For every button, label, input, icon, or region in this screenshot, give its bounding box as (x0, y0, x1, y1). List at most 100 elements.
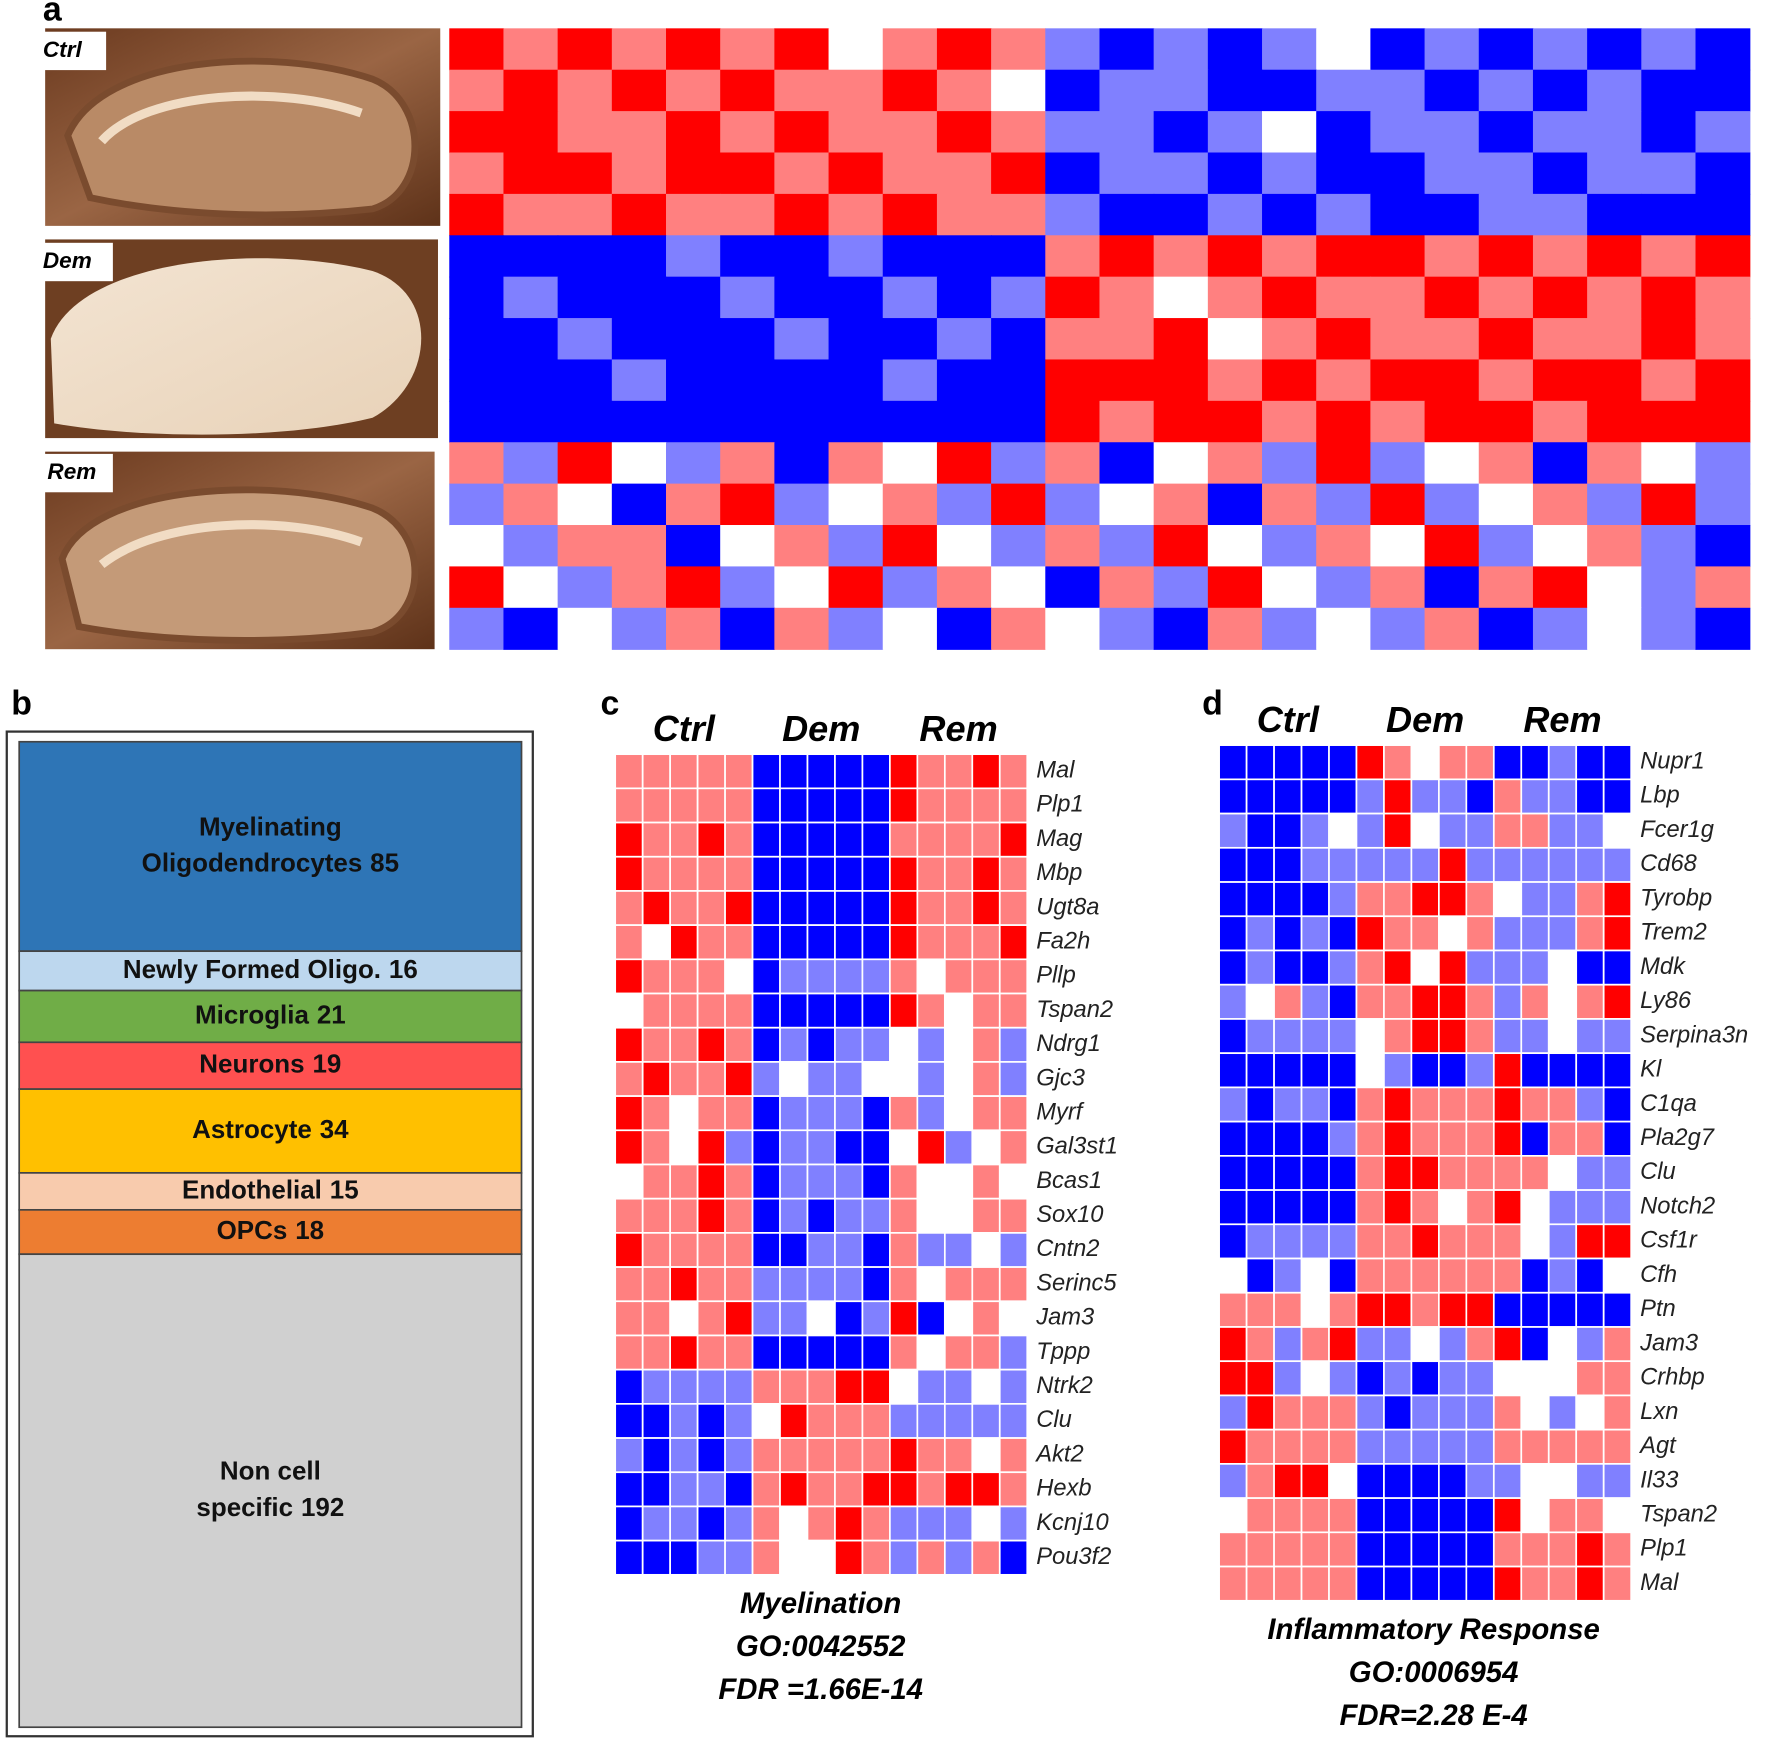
heatmap-cell (557, 400, 613, 443)
heatmap-cell (998, 1197, 1029, 1234)
heatmap-cell (1273, 983, 1303, 1020)
heatmap-cell (1355, 1120, 1385, 1157)
caption: GO:0042552 (736, 1630, 906, 1663)
heatmap-cell (696, 890, 726, 926)
gene-label: Mal (1640, 1570, 1679, 1596)
heatmap-cell (916, 1026, 946, 1063)
heatmap-cell (1262, 193, 1317, 236)
heatmap-cell (1575, 1531, 1605, 1568)
heatmap-cell (834, 1232, 864, 1268)
heatmap-cell (916, 1334, 946, 1371)
heatmap-cell (1438, 1120, 1468, 1157)
heatmap-cell (1438, 949, 1468, 986)
heatmap-cell (449, 400, 505, 443)
heatmap-cell (779, 1266, 809, 1303)
heatmap-cell (751, 1403, 781, 1439)
heatmap-cell (1383, 1120, 1413, 1157)
heatmap-cell (1532, 318, 1588, 361)
heatmap-cell (1045, 28, 1101, 71)
heatmap-cell (641, 1539, 671, 1576)
heatmap-cell (1602, 846, 1633, 883)
heatmap-cell (1355, 1086, 1385, 1123)
heatmap-cell (614, 1095, 644, 1132)
heatmap-cell (1492, 1189, 1523, 1226)
heatmap-cell (669, 1437, 699, 1474)
heatmap-cell (1492, 1291, 1523, 1328)
tissue-images: Ctrl Dem Rem (33, 28, 441, 650)
heatmap-cell (1575, 1291, 1605, 1328)
heatmap-cell (641, 1471, 671, 1508)
heatmap-cell (1300, 1257, 1330, 1294)
heatmap-cell (1262, 566, 1317, 609)
heatmap-cell (1218, 1428, 1248, 1465)
heatmap-cell (1045, 276, 1101, 319)
heatmap-cell (882, 400, 938, 443)
heatmap-cell (1695, 193, 1751, 236)
heatmap-cell (666, 318, 721, 361)
heatmap-cell (611, 111, 667, 154)
heatmap-cell (1383, 846, 1413, 883)
heatmap-cell (1465, 1531, 1495, 1568)
heatmap-cell (1532, 607, 1588, 650)
heatmap-cell (1370, 400, 1426, 443)
heatmap-cell (503, 525, 559, 568)
heatmap-cell (1575, 1120, 1605, 1157)
heatmap-cell (774, 607, 830, 650)
heatmap-cell (669, 821, 699, 858)
gene-label: Jam3 (1035, 1305, 1094, 1331)
heatmap-cell (1300, 1565, 1330, 1602)
heatmap-cell (503, 276, 559, 319)
heatmap-cell (998, 1300, 1029, 1337)
heatmap-cell (889, 1095, 919, 1132)
heatmap-cell (1099, 28, 1155, 71)
heatmap-cell (696, 1471, 726, 1508)
heatmap-cell (669, 1061, 699, 1097)
heatmap-cell (774, 28, 830, 71)
heatmap-cell (1262, 400, 1317, 443)
heatmap-cell (882, 69, 938, 112)
heatmap-cell (1245, 1223, 1275, 1260)
heatmap-cell (1300, 1052, 1330, 1089)
heatmap-cell (943, 855, 974, 892)
heatmap-cell (1465, 812, 1495, 849)
heatmap-cell (557, 442, 613, 485)
heatmap-cell (1520, 1018, 1550, 1055)
heatmap-cell (724, 753, 754, 790)
label-box (33, 453, 113, 493)
heatmap-cell (779, 1026, 809, 1063)
heatmap-cell (1641, 566, 1697, 609)
heatmap-cell (611, 359, 667, 402)
heatmap-cell (882, 607, 938, 650)
heatmap-cell (1532, 525, 1588, 568)
heatmap-cell (943, 1471, 974, 1508)
heatmap-cell (943, 1437, 974, 1474)
gene-label: Sox10 (1036, 1202, 1103, 1228)
heatmap-cell (641, 1505, 671, 1542)
heatmap-cell (1245, 1052, 1275, 1089)
gene-label: Cfh (1640, 1262, 1677, 1288)
heatmap-cell (720, 193, 776, 236)
heatmap-cell (724, 890, 754, 926)
heatmap-cell (971, 1334, 1001, 1371)
heatmap-cell (936, 566, 992, 609)
heatmap-cell (1465, 1120, 1495, 1157)
heatmap-cell (1273, 1326, 1303, 1363)
heatmap-cell (1438, 983, 1468, 1020)
heatmap-cell (751, 992, 781, 1029)
heatmap-cell (774, 152, 830, 195)
heatmap-cell (998, 1163, 1029, 1200)
heatmap-cell (1520, 846, 1550, 883)
group-label: Rem (919, 708, 997, 749)
heatmap-cell (1424, 566, 1480, 609)
heatmap-cell (1465, 1086, 1495, 1123)
heatmap-cell (834, 1163, 864, 1200)
heatmap-cell (1207, 235, 1263, 278)
heatmap-cell (557, 276, 613, 319)
heatmap-cell (1099, 400, 1155, 443)
heatmap-cell (614, 855, 644, 892)
heatmap-cell (889, 753, 919, 790)
heatmap-cell (1478, 111, 1534, 154)
heatmap-cell (669, 787, 699, 824)
heatmap-cell (1300, 915, 1330, 952)
heatmap-cell (1328, 915, 1358, 952)
